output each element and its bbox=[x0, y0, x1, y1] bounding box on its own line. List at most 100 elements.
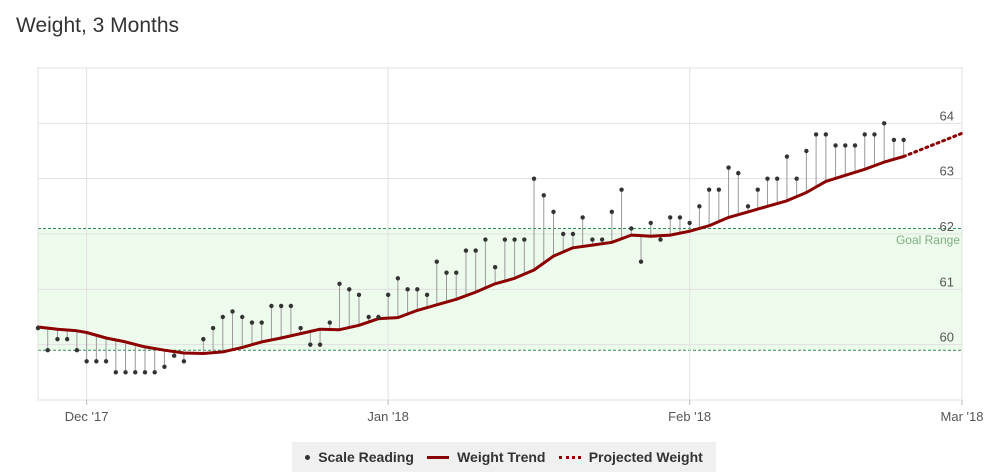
scale-reading-point bbox=[347, 287, 352, 292]
scale-reading-point bbox=[84, 359, 89, 364]
scale-reading-point bbox=[55, 336, 60, 342]
scale-reading-point bbox=[94, 359, 99, 364]
scale-reading-point bbox=[385, 292, 391, 298]
legend-label-scale-reading: Scale Reading bbox=[318, 449, 414, 465]
scale-reading-point bbox=[891, 137, 897, 143]
reading-stems bbox=[37, 123, 905, 373]
scale-reading-point bbox=[872, 132, 877, 137]
legend-label-weight-trend: Weight Trend bbox=[457, 449, 546, 465]
scale-reading-point bbox=[697, 204, 702, 209]
scale-reading-point bbox=[716, 187, 722, 192]
y-tick-label: 60 bbox=[940, 330, 954, 345]
scale-reading-point bbox=[220, 314, 225, 320]
scale-reading-point bbox=[668, 215, 673, 220]
scale-reading-point bbox=[444, 270, 449, 275]
scale-reading-point bbox=[551, 209, 556, 215]
scale-reading-point bbox=[590, 237, 595, 242]
legend-dotted-line-icon bbox=[558, 455, 581, 459]
scale-reading-point bbox=[570, 231, 576, 237]
scale-reading-point bbox=[337, 281, 342, 286]
scale-readings bbox=[35, 121, 906, 375]
y-tick-label: 61 bbox=[940, 274, 954, 289]
scale-reading-point bbox=[210, 325, 216, 331]
projected-weight-line bbox=[902, 131, 964, 158]
scale-reading-point bbox=[852, 143, 858, 148]
scale-reading-point bbox=[794, 176, 799, 181]
y-tick-label: 62 bbox=[940, 219, 954, 234]
scale-reading-point bbox=[502, 237, 508, 242]
scale-reading-point bbox=[123, 370, 128, 375]
scale-reading-point bbox=[775, 176, 780, 181]
scale-reading-point bbox=[113, 370, 119, 375]
scale-reading-point bbox=[881, 121, 887, 126]
weight-chart: 60 61 62 63 64 Dec '17 Jan '18 Feb '18 Mar '18 G… bbox=[35, 67, 984, 424]
scale-reading-point bbox=[133, 370, 138, 375]
legend: Scale Reading Weight Trend Projected Wei… bbox=[292, 442, 716, 472]
x-tick-label: Mar '18 bbox=[941, 409, 984, 424]
axis-labels: 60 61 62 63 64 Dec '17 Jan '18 Feb '18 Mar '18 bbox=[65, 108, 984, 424]
legend-item-scale-reading[interactable]: Scale Reading bbox=[305, 449, 414, 465]
scale-reading-point bbox=[308, 342, 313, 347]
scale-reading-point bbox=[473, 248, 478, 253]
scale-reading-point bbox=[638, 259, 644, 264]
y-tick-label: 63 bbox=[940, 164, 954, 179]
scale-reading-point bbox=[230, 309, 235, 314]
scale-reading-point bbox=[298, 325, 303, 331]
scale-reading-point bbox=[843, 143, 848, 148]
scale-reading-point bbox=[434, 259, 439, 264]
scale-reading-point bbox=[288, 303, 294, 309]
scale-reading-point bbox=[765, 176, 770, 181]
x-tick-label: Feb '18 bbox=[668, 409, 711, 424]
scale-reading-point bbox=[45, 348, 50, 353]
x-tick-label: Jan '18 bbox=[367, 409, 409, 424]
scale-reading-point bbox=[599, 237, 605, 242]
scale-reading-point bbox=[687, 220, 692, 226]
scale-reading-point bbox=[356, 292, 362, 298]
scale-reading-point bbox=[103, 359, 109, 364]
scale-reading-point bbox=[541, 193, 546, 198]
scale-reading-point bbox=[74, 348, 80, 353]
y-tick-label: 64 bbox=[940, 108, 954, 123]
scale-reading-point bbox=[317, 342, 323, 347]
scale-reading-point bbox=[454, 270, 459, 275]
scale-reading-point bbox=[706, 187, 712, 192]
scale-reading-point bbox=[424, 292, 430, 298]
scale-reading-point bbox=[648, 220, 653, 226]
scale-reading-point bbox=[162, 364, 167, 369]
scale-reading-point bbox=[677, 215, 683, 220]
legend-label-projected-weight: Projected Weight bbox=[588, 449, 703, 465]
goal-range-label: Goal Range bbox=[896, 233, 960, 247]
legend-item-projected-weight[interactable]: Projected Weight bbox=[558, 449, 703, 465]
scale-reading-point bbox=[278, 303, 284, 309]
scale-reading-point bbox=[629, 226, 634, 231]
scale-reading-point bbox=[201, 336, 206, 342]
scale-reading-point bbox=[619, 187, 624, 192]
scale-reading-point bbox=[736, 170, 741, 176]
scale-reading-point bbox=[609, 209, 615, 215]
x-tick-label: Dec '17 bbox=[65, 409, 109, 424]
scale-reading-point bbox=[259, 320, 264, 325]
scale-reading-point bbox=[142, 370, 148, 375]
legend-item-weight-trend[interactable]: Weight Trend bbox=[427, 449, 546, 465]
scale-reading-point bbox=[561, 231, 566, 237]
scale-reading-point bbox=[901, 137, 906, 143]
scale-reading-point bbox=[813, 132, 819, 137]
scale-reading-point bbox=[483, 237, 488, 242]
scale-reading-point bbox=[415, 287, 420, 292]
scale-reading-point bbox=[658, 237, 663, 242]
grid bbox=[37, 67, 963, 405]
scale-reading-point bbox=[327, 320, 332, 325]
scale-reading-point bbox=[376, 314, 381, 320]
scale-reading-point bbox=[833, 143, 838, 148]
scale-reading-point bbox=[726, 165, 731, 170]
scale-reading-point bbox=[823, 132, 829, 137]
scale-reading-point bbox=[512, 237, 517, 242]
scale-reading-point bbox=[269, 303, 274, 309]
scale-reading-point bbox=[171, 353, 177, 358]
scale-reading-point bbox=[249, 320, 255, 325]
legend-line-icon bbox=[427, 455, 450, 459]
chart-title: Weight, 3 Months bbox=[16, 14, 180, 37]
weight-trend-line bbox=[36, 155, 906, 355]
scale-reading-point bbox=[35, 325, 41, 331]
scale-reading-point bbox=[580, 215, 585, 220]
